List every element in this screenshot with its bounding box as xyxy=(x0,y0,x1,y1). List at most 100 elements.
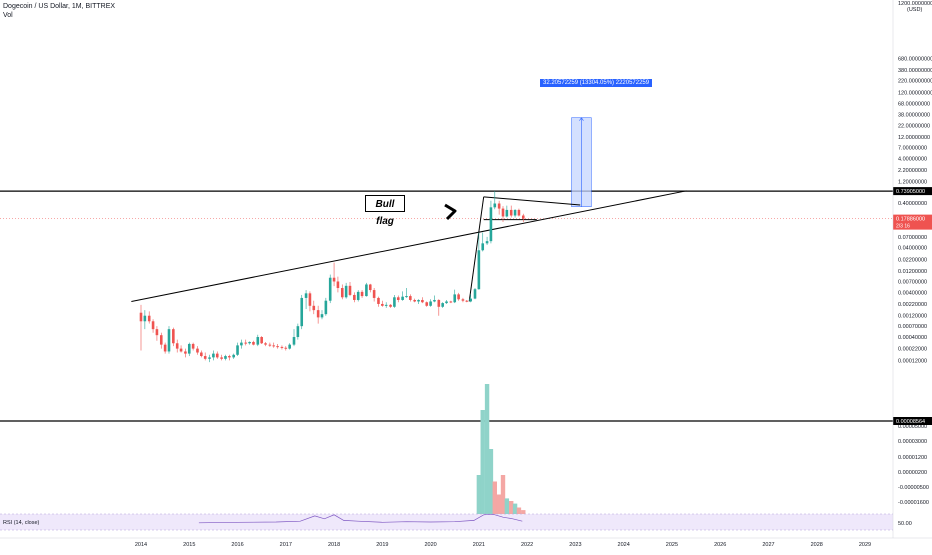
price-axis-tick: 120.00000000 xyxy=(898,90,932,96)
candle-body xyxy=(481,243,485,251)
candle-body xyxy=(224,356,227,359)
candle-body xyxy=(449,301,453,303)
price-badge xyxy=(893,187,932,196)
candle-body xyxy=(421,299,424,303)
measure-label[interactable]: 32.20572259 (13304.05%) 2220572259 xyxy=(540,79,653,87)
price-badge xyxy=(893,214,932,230)
candle-body xyxy=(521,215,525,219)
time-axis-tick: 2025 xyxy=(666,542,678,548)
candle-body xyxy=(139,312,143,322)
time-axis-tick: 2022 xyxy=(521,542,533,548)
candle-body xyxy=(405,296,408,298)
candle-body xyxy=(248,341,251,344)
price-axis-tick: 0.00003000 xyxy=(898,439,927,445)
candle-body xyxy=(296,326,300,338)
volume-bar xyxy=(509,501,514,514)
candle-body xyxy=(328,277,332,301)
candle-body xyxy=(280,346,284,348)
time-axis-tick: 2024 xyxy=(618,542,630,548)
candle-body xyxy=(324,300,328,315)
candle-body xyxy=(344,285,348,298)
flag-line xyxy=(483,196,581,206)
candle-body xyxy=(284,347,288,349)
candle-body xyxy=(429,301,432,306)
candle-body xyxy=(316,310,320,318)
candle-body xyxy=(461,299,465,301)
price-badge xyxy=(893,417,932,425)
candle-body xyxy=(244,342,248,344)
candle-body xyxy=(143,315,147,322)
volume-bar xyxy=(492,481,497,514)
price-axis-tick: 2.20000000 xyxy=(898,168,927,174)
candle-body xyxy=(268,344,272,346)
price-axis-currency: (USD) xyxy=(907,7,922,13)
volume-bar xyxy=(488,449,494,514)
volume-bar xyxy=(476,475,482,514)
candle-body xyxy=(196,348,199,353)
price-badge-sub: 2/3 16 xyxy=(896,224,910,230)
candle-body xyxy=(215,353,219,358)
price-axis-tick: 0.00700000 xyxy=(898,279,927,285)
price-axis-tick: 0.07000000 xyxy=(898,235,927,241)
candle-body xyxy=(453,294,457,303)
candle-body xyxy=(212,353,215,358)
candle-body xyxy=(433,299,436,302)
candle-body xyxy=(365,284,368,297)
candle-body xyxy=(381,303,384,306)
time-axis-tick: 2018 xyxy=(328,542,340,548)
measure-arrowhead xyxy=(579,117,584,121)
candle-body xyxy=(220,357,223,359)
candle-body xyxy=(228,356,231,358)
time-axis-tick: 2014 xyxy=(135,542,147,548)
candle-body xyxy=(191,343,195,349)
candle-body xyxy=(441,303,444,307)
candle-body xyxy=(356,291,360,300)
candle-body xyxy=(401,296,404,300)
price-axis-tick: 0.00040000 xyxy=(898,335,927,341)
price-axis-tick: 0.00120000 xyxy=(898,314,927,320)
time-axis-tick: 2029 xyxy=(859,542,871,548)
volume-bar xyxy=(504,498,510,514)
candle-body xyxy=(304,293,308,298)
candle-body xyxy=(493,203,497,208)
candle-body xyxy=(372,290,376,298)
time-axis-tick: 2017 xyxy=(280,542,292,548)
price-axis-tick: 220.00000000 xyxy=(898,79,932,85)
price-axis-tick: 0.00005000 xyxy=(898,424,927,430)
price-badge-label: 0.73905000 xyxy=(896,189,925,195)
time-axis-tick: 2019 xyxy=(376,542,388,548)
rsi-label: RSI (14, close) xyxy=(3,520,40,526)
time-axis-tick: 2026 xyxy=(714,542,726,548)
candle-body xyxy=(236,345,239,355)
price-badge-label: 0.17886000 xyxy=(896,217,925,223)
candle-body xyxy=(179,348,183,352)
candle-body xyxy=(336,281,340,289)
candle-body xyxy=(384,304,388,306)
candle-body xyxy=(300,297,304,327)
volume-bar xyxy=(512,503,518,514)
candle-body xyxy=(348,285,352,295)
bull-flag-annotation[interactable]: Bull flag xyxy=(365,195,405,227)
candle-body xyxy=(151,321,155,330)
candle-body xyxy=(264,343,267,345)
candle-body xyxy=(167,329,171,352)
price-axis-tick: 4.00000000 xyxy=(898,156,927,162)
candle-body xyxy=(147,315,151,322)
candle-body xyxy=(389,304,392,307)
price-axis-tick: 1.20000000 xyxy=(898,180,927,186)
candle-body xyxy=(252,341,255,345)
candle-body xyxy=(260,337,263,344)
candle-body xyxy=(203,356,207,359)
time-axis-tick: 2028 xyxy=(811,542,823,548)
price-axis-tick: 0.01200000 xyxy=(898,269,927,275)
candle-body xyxy=(208,357,211,359)
time-axis-tick: 2020 xyxy=(424,542,436,548)
price-badge-label: 0.00008564 xyxy=(896,419,925,425)
candle-body xyxy=(509,209,513,216)
price-axis-tick: 0.00012000 xyxy=(898,358,927,364)
price-axis-tick: 0.00400000 xyxy=(898,290,927,296)
price-axis-tick: 0.40000000 xyxy=(898,201,927,207)
candle-body xyxy=(377,297,380,304)
